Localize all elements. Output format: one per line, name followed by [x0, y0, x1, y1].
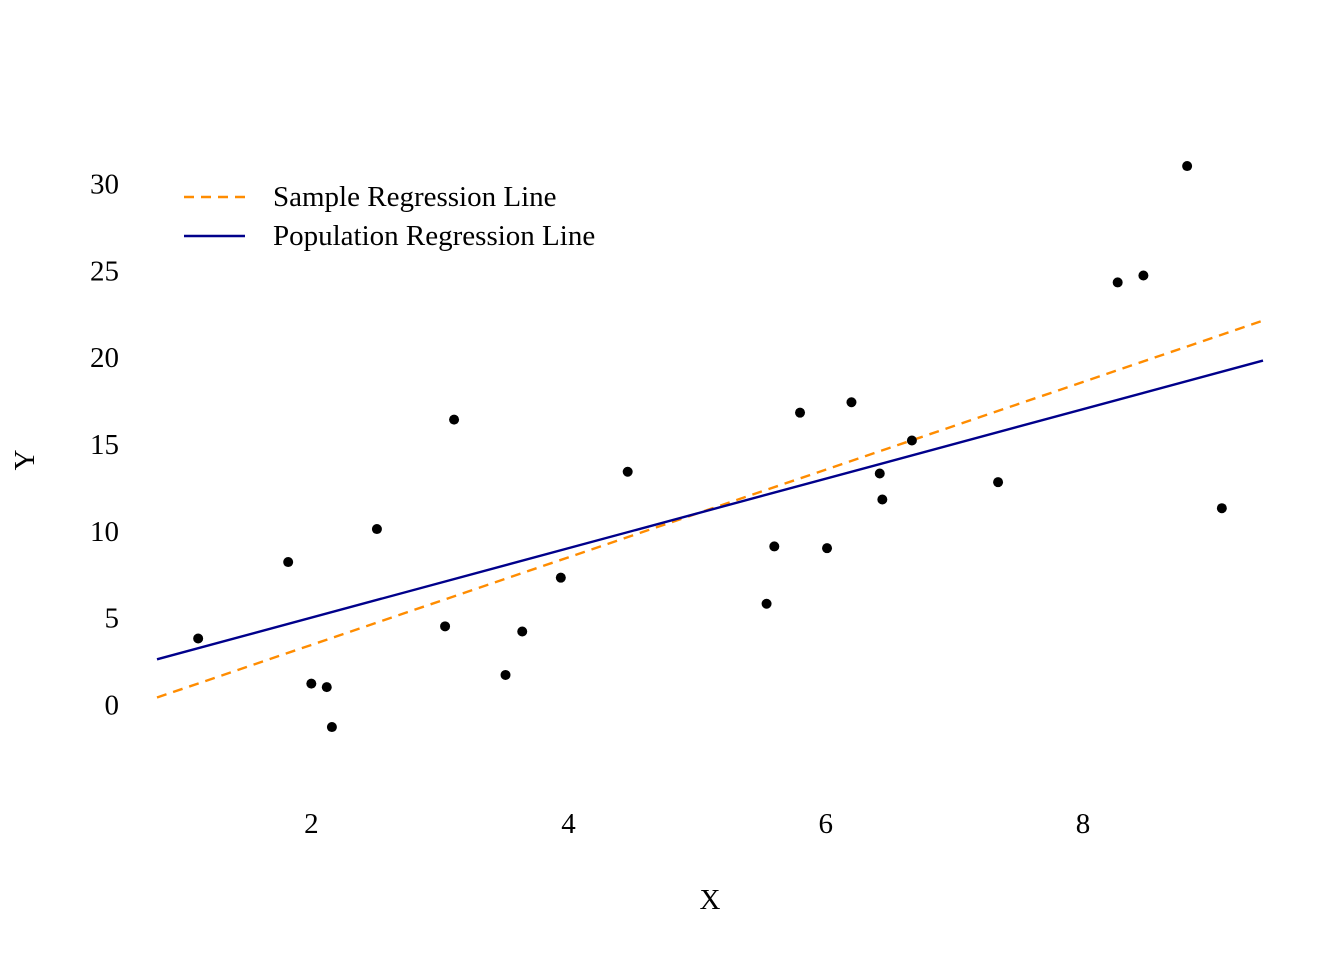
data-point — [795, 407, 806, 418]
x-axis-title: X — [700, 884, 721, 916]
data-point — [906, 435, 917, 446]
legend: Sample Regression Line Population Regress… — [184, 181, 595, 252]
y-tick-label: 5 — [105, 603, 120, 635]
data-point — [846, 397, 857, 408]
plot-area — [156, 161, 1264, 733]
y-tick-label: 10 — [90, 516, 119, 548]
y-tick-label: 20 — [90, 342, 119, 374]
data-point — [440, 621, 451, 632]
data-point — [306, 678, 317, 689]
y-tick-label: 30 — [90, 168, 119, 200]
y-tick-label: 15 — [90, 429, 119, 461]
data-point — [1112, 277, 1123, 288]
x-axis-ticks: 2 4 6 8 — [304, 808, 1090, 840]
data-point — [500, 669, 511, 680]
y-axis-title: Y — [9, 449, 41, 470]
data-point — [822, 543, 833, 554]
data-point — [761, 598, 772, 609]
data-point — [517, 626, 528, 637]
x-tick-label: 2 — [304, 808, 319, 840]
data-point — [1216, 503, 1227, 514]
data-point — [449, 414, 460, 425]
x-tick-label: 8 — [1076, 808, 1091, 840]
data-point — [1182, 161, 1193, 172]
data-point — [321, 682, 332, 693]
y-axis-ticks: 0 5 10 15 20 25 30 — [90, 168, 119, 721]
data-point — [769, 541, 780, 552]
data-point — [555, 572, 566, 583]
legend-label-2: Population Regression Line — [273, 220, 595, 252]
data-point — [326, 722, 337, 733]
legend-label-1: Sample Regression Line — [273, 181, 557, 213]
x-tick-label: 4 — [561, 808, 576, 840]
data-point — [993, 477, 1004, 488]
data-point — [877, 494, 888, 505]
data-point — [1138, 270, 1149, 281]
data-point — [371, 524, 382, 535]
y-tick-label: 0 — [105, 689, 120, 721]
data-point — [193, 633, 204, 644]
y-tick-label: 25 — [90, 255, 119, 287]
data-point — [874, 468, 885, 479]
data-point — [622, 466, 633, 477]
x-tick-label: 6 — [818, 808, 833, 840]
regression-line-2 — [156, 359, 1264, 661]
data-point — [283, 557, 294, 568]
